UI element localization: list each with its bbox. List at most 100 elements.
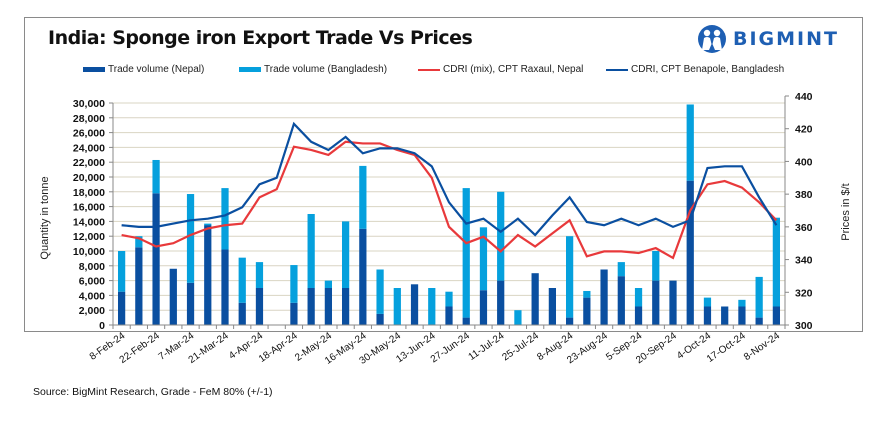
- chart-frame: [24, 17, 863, 332]
- bar-nepal: [634, 306, 643, 325]
- y-tick-label: 22,000: [73, 157, 105, 169]
- brand-name: BIGMINT: [733, 28, 839, 50]
- y-tick-label: 12,000: [73, 231, 105, 243]
- x-tick-label: 17-Oct-24: [705, 330, 748, 365]
- bar-bangladesh: [428, 288, 436, 325]
- legend-item-benapole-price: CDRI, CPT Benapole, Bangladesh: [606, 64, 784, 75]
- bar-bangladesh: [462, 188, 470, 318]
- legend-label: Trade volume (Bangladesh): [264, 64, 388, 75]
- legend-item-bangladesh-volume: Trade volume (Bangladesh): [239, 64, 387, 75]
- x-tick-label: 11-Jul-24: [467, 330, 507, 363]
- legend-swatch: [83, 67, 105, 72]
- bar-bangladesh: [359, 165, 367, 229]
- y-tick-label: 14,000: [73, 216, 105, 228]
- x-tick-label: 18-Apr-24: [257, 330, 300, 365]
- y2-tick-label: 320: [795, 287, 813, 299]
- bar-nepal: [290, 302, 298, 325]
- bar-nepal: [755, 317, 763, 325]
- legend-item-raxaul-price: CDRI (mix), CPT Raxaul, Nepal: [418, 64, 583, 75]
- bar-bangladesh: [738, 299, 746, 307]
- bar-nepal: [617, 276, 625, 325]
- y-tick-label: 6,000: [79, 276, 105, 288]
- y-tick-label: 24,000: [73, 142, 105, 154]
- x-tick-label: 25-Jul-24: [500, 330, 541, 363]
- bar-nepal: [359, 228, 367, 325]
- bar-bangladesh: [376, 269, 384, 314]
- y-tick-label: 26,000: [73, 128, 105, 140]
- bar-nepal: [772, 306, 781, 325]
- bar-bangladesh: [772, 217, 781, 307]
- y2-tick-label: 400: [795, 156, 813, 168]
- legend-swatch: [418, 68, 440, 71]
- bar-nepal: [703, 306, 712, 325]
- y2-tick-label: 340: [795, 255, 813, 267]
- bar-nepal: [238, 302, 246, 325]
- bar-nepal: [479, 290, 488, 325]
- y-tick-label: 4,000: [79, 290, 105, 302]
- y-tick-label: 28,000: [73, 113, 105, 125]
- y-tick-label: 16,000: [73, 202, 105, 214]
- bar-nepal: [669, 280, 677, 325]
- bar-bangladesh: [290, 265, 298, 303]
- y-tick-label: 0: [99, 320, 105, 332]
- bar-nepal: [462, 317, 470, 325]
- bar-bangladesh: [152, 159, 160, 194]
- bar-bangladesh: [204, 223, 212, 226]
- bar-bangladesh: [238, 257, 246, 303]
- bar-nepal: [186, 282, 195, 325]
- bar-bangladesh: [497, 191, 505, 281]
- bar-nepal: [221, 249, 229, 325]
- bar-nepal: [686, 180, 694, 325]
- bar-nepal: [721, 306, 729, 325]
- bar-nepal: [565, 317, 574, 325]
- legend-label: Trade volume (Nepal): [108, 64, 205, 75]
- bar-bangladesh: [445, 291, 453, 307]
- bar-nepal: [135, 247, 143, 325]
- source-note: Source: BigMint Research, Grade - FeM 80…: [33, 386, 273, 398]
- y-tick-label: 10,000: [73, 246, 105, 258]
- bar-bangladesh: [514, 310, 522, 325]
- bar-nepal: [738, 306, 746, 325]
- y2-tick-label: 360: [795, 222, 813, 234]
- bar-nepal: [255, 288, 264, 325]
- legend-label: CDRI (mix), CPT Raxaul, Nepal: [443, 64, 584, 75]
- bar-nepal: [652, 280, 660, 325]
- bar-bangladesh: [686, 104, 694, 181]
- bar-bangladesh: [341, 221, 350, 288]
- bar-bangladesh: [324, 280, 333, 288]
- bar-bangladesh: [565, 236, 574, 318]
- legend-swatch: [239, 67, 261, 72]
- bar-bangladesh: [583, 290, 591, 298]
- bar-nepal: [307, 288, 315, 325]
- bar-bangladesh: [135, 236, 143, 248]
- bar-nepal: [410, 284, 419, 325]
- y2-tick-label: 380: [795, 189, 813, 201]
- y-tick-label: 18,000: [73, 187, 105, 199]
- bar-nepal: [531, 273, 539, 325]
- y-tick-label: 20,000: [73, 172, 105, 184]
- y-axis-label: Quantity in tonne: [39, 176, 51, 259]
- bar-nepal: [548, 288, 557, 325]
- bar-nepal: [204, 225, 212, 325]
- bar-bangladesh: [479, 227, 488, 291]
- bar-bangladesh: [703, 297, 712, 307]
- y-tick-label: 30,000: [73, 98, 105, 110]
- x-tick-label: 27-Jun-24: [429, 330, 473, 365]
- chart-title: India: Sponge iron Export Trade Vs Price…: [48, 27, 473, 49]
- bar-bangladesh: [393, 288, 401, 325]
- legend-swatch: [606, 68, 628, 71]
- y2-axis-label: Prices in $/t: [840, 183, 852, 240]
- bar-bangladesh: [221, 188, 229, 250]
- bar-nepal: [445, 306, 453, 325]
- bar-nepal: [117, 291, 126, 325]
- bar-bangladesh: [117, 251, 126, 292]
- bar-nepal: [376, 313, 384, 325]
- bar-nepal: [169, 268, 177, 325]
- bigmint-logo: BIGMINT: [697, 24, 839, 54]
- bar-bangladesh: [255, 262, 264, 288]
- bar-nepal: [324, 288, 333, 325]
- bar-bangladesh: [755, 276, 763, 318]
- bigmint-logo-icon: [698, 25, 726, 53]
- bar-nepal: [152, 193, 160, 325]
- bar-nepal: [600, 269, 608, 325]
